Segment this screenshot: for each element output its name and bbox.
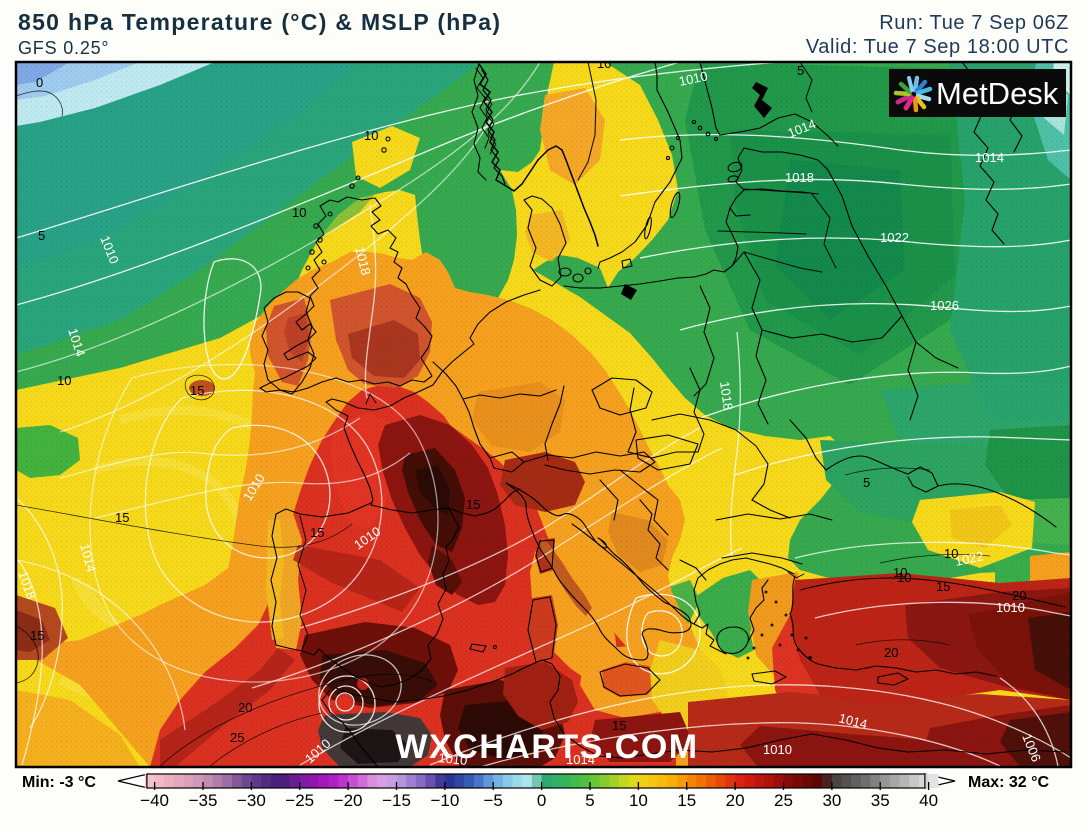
- svg-text:1014: 1014: [566, 752, 595, 767]
- svg-text:0: 0: [537, 791, 546, 810]
- svg-text:10: 10: [364, 128, 378, 143]
- svg-text:1018: 1018: [785, 170, 814, 185]
- svg-text:0: 0: [36, 75, 43, 90]
- svg-text:10: 10: [629, 791, 648, 810]
- svg-text:−35: −35: [189, 791, 218, 810]
- svg-text:1022: 1022: [954, 548, 985, 569]
- svg-text:15: 15: [936, 579, 950, 594]
- svg-text:Run: Tue 7 Sep 06Z: Run: Tue 7 Sep 06Z: [879, 12, 1069, 34]
- svg-text:1010: 1010: [438, 750, 468, 768]
- svg-text:20: 20: [1012, 588, 1026, 603]
- svg-text:1014: 1014: [77, 542, 99, 574]
- svg-text:25: 25: [774, 791, 793, 810]
- svg-text:15: 15: [190, 383, 204, 398]
- svg-text:5: 5: [585, 791, 594, 810]
- svg-text:−15: −15: [382, 791, 411, 810]
- svg-text:10: 10: [893, 565, 907, 580]
- svg-text:1018: 1018: [717, 380, 736, 411]
- svg-text:15: 15: [310, 525, 324, 540]
- svg-text:15: 15: [30, 628, 44, 643]
- svg-text:5: 5: [863, 475, 870, 490]
- svg-text:Valid: Tue 7 Sep 18:00 UTC: Valid: Tue 7 Sep 18:00 UTC: [806, 36, 1069, 58]
- svg-text:20: 20: [238, 700, 252, 715]
- svg-text:−10: −10: [430, 791, 459, 810]
- svg-text:Min: -3 °C: Min: -3 °C: [22, 774, 96, 791]
- svg-text:1010: 1010: [678, 68, 709, 89]
- svg-text:15: 15: [677, 791, 696, 810]
- svg-text:WXCHARTS.COM: WXCHARTS.COM: [395, 728, 698, 766]
- svg-text:Max: 32 °C: Max: 32 °C: [968, 774, 1050, 791]
- svg-text:10: 10: [597, 56, 611, 71]
- svg-text:20: 20: [884, 645, 898, 660]
- svg-text:15: 15: [115, 510, 129, 525]
- svg-text:5: 5: [38, 228, 45, 243]
- svg-text:10: 10: [944, 546, 958, 561]
- svg-text:−30: −30: [237, 791, 266, 810]
- svg-text:25: 25: [230, 730, 244, 745]
- svg-text:40: 40: [919, 791, 938, 810]
- svg-text:850 hPa Temperature (°C) & MSL: 850 hPa Temperature (°C) & MSLP (hPa): [18, 9, 501, 35]
- svg-text:1010: 1010: [763, 742, 792, 757]
- svg-text:15: 15: [612, 718, 626, 733]
- svg-text:5: 5: [797, 63, 804, 78]
- svg-text:MetDesk: MetDesk: [936, 76, 1059, 111]
- svg-text:−25: −25: [285, 791, 314, 810]
- svg-text:15: 15: [466, 497, 480, 512]
- svg-text:−20: −20: [334, 791, 363, 810]
- svg-text:35: 35: [871, 791, 890, 810]
- svg-text:1014: 1014: [975, 150, 1004, 165]
- svg-text:GFS 0.25°: GFS 0.25°: [18, 38, 109, 58]
- svg-text:1010: 1010: [996, 600, 1025, 615]
- svg-text:−5: −5: [484, 791, 503, 810]
- svg-text:30: 30: [822, 791, 841, 810]
- svg-text:10: 10: [57, 373, 71, 388]
- svg-text:20: 20: [726, 791, 745, 810]
- svg-text:1026: 1026: [930, 298, 959, 313]
- svg-text:1014: 1014: [837, 710, 869, 732]
- svg-text:10: 10: [292, 205, 306, 220]
- svg-text:−40: −40: [140, 791, 169, 810]
- svg-text:10: 10: [897, 570, 911, 585]
- svg-text:1018: 1018: [352, 245, 374, 277]
- svg-text:1022: 1022: [880, 230, 909, 245]
